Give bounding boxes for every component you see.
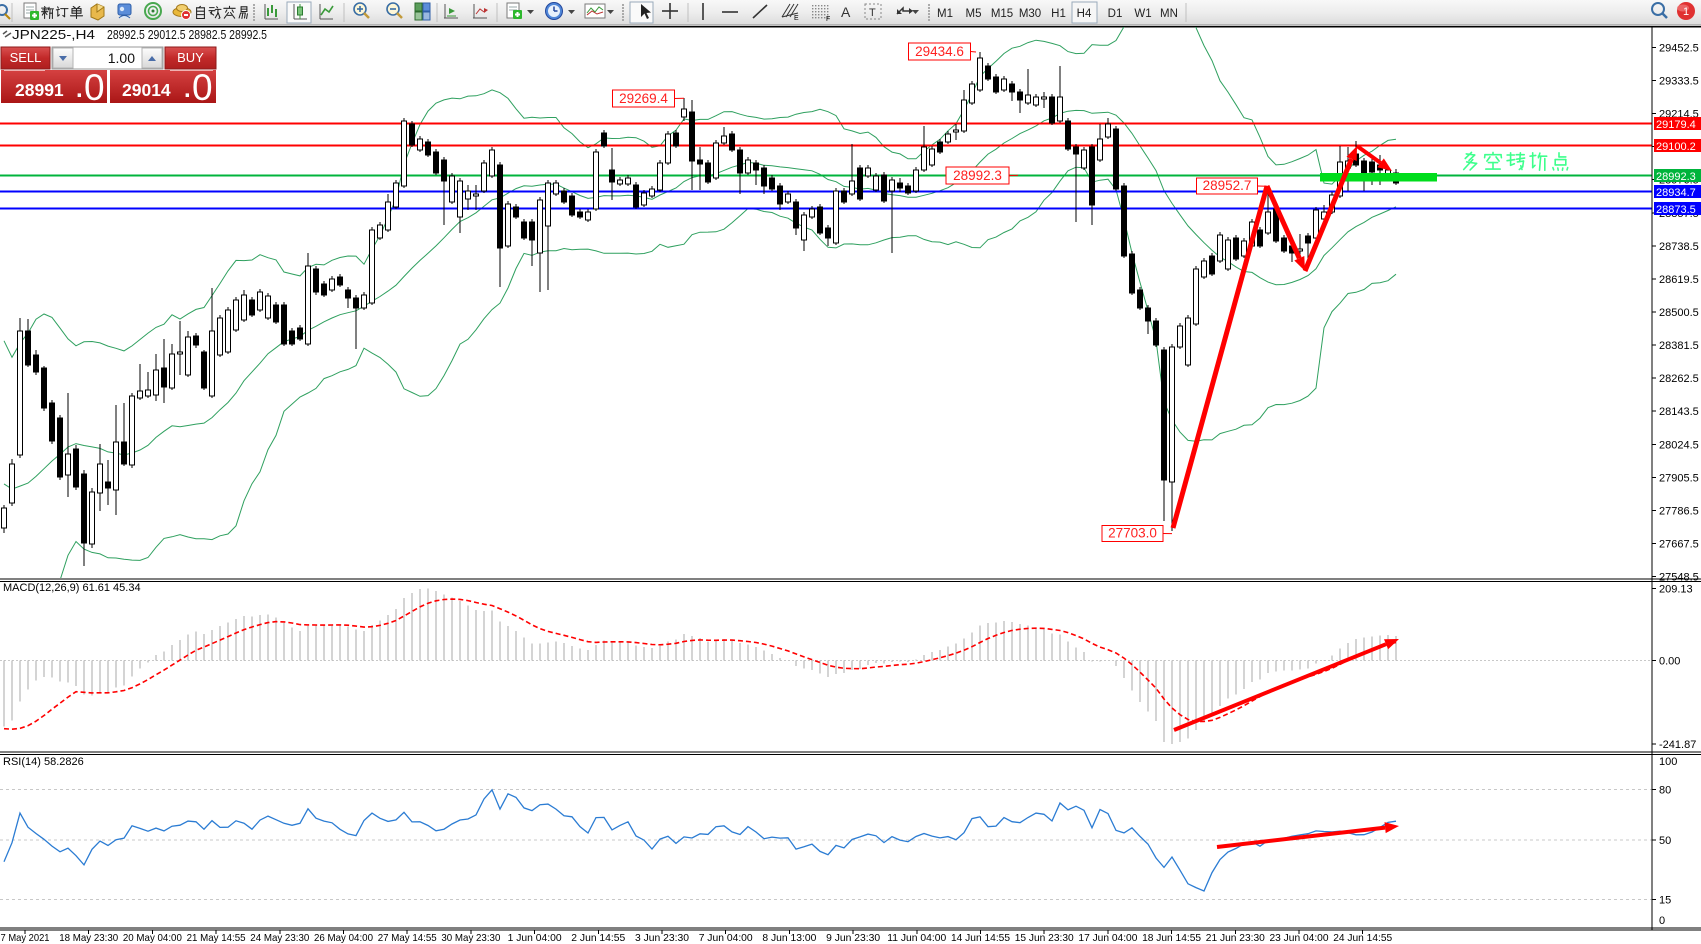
- svg-text:T: T: [869, 7, 876, 19]
- svg-text:18 Jun 14:55: 18 Jun 14:55: [1142, 932, 1201, 944]
- svg-text:27703.0: 27703.0: [1108, 526, 1157, 541]
- svg-text:24 Jun 14:55: 24 Jun 14:55: [1333, 932, 1392, 944]
- svg-text:27905.5: 27905.5: [1659, 472, 1699, 484]
- svg-text:9 Jun 23:30: 9 Jun 23:30: [826, 932, 880, 944]
- svg-text:28934.7: 28934.7: [1656, 187, 1696, 199]
- svg-text:28619.5: 28619.5: [1659, 274, 1699, 286]
- svg-text:27786.5: 27786.5: [1659, 505, 1699, 517]
- svg-text:14 Jun 14:55: 14 Jun 14:55: [951, 932, 1010, 944]
- svg-text:11 Jun 04:00: 11 Jun 04:00: [887, 932, 946, 944]
- svg-text:18 May 23:30: 18 May 23:30: [59, 932, 118, 944]
- svg-text:1: 1: [1683, 6, 1689, 18]
- svg-text:28738.5: 28738.5: [1659, 241, 1699, 253]
- svg-text:0.00: 0.00: [1659, 656, 1680, 668]
- svg-text:0: 0: [1659, 915, 1665, 927]
- svg-text:28262.5: 28262.5: [1659, 373, 1699, 385]
- svg-text:28992.3: 28992.3: [953, 168, 1002, 183]
- svg-text:A: A: [841, 4, 851, 20]
- svg-text:.: .: [76, 76, 83, 103]
- svg-text:29434.6: 29434.6: [915, 44, 964, 59]
- svg-text:27 May 14:55: 27 May 14:55: [378, 932, 437, 944]
- svg-text:15: 15: [1659, 894, 1671, 906]
- svg-text:50: 50: [1659, 835, 1671, 847]
- svg-text:28143.5: 28143.5: [1659, 406, 1699, 418]
- svg-text:8 Jun 13:00: 8 Jun 13:00: [762, 932, 816, 944]
- svg-text:80: 80: [1659, 785, 1671, 797]
- svg-text:H4: H4: [1077, 8, 1092, 20]
- svg-text:7 Jun 04:00: 7 Jun 04:00: [699, 932, 753, 944]
- svg-text:0: 0: [192, 67, 213, 108]
- svg-text:30 May 23:30: 30 May 23:30: [441, 932, 500, 944]
- svg-text:28500.5: 28500.5: [1659, 307, 1699, 319]
- svg-text:17 Jun 04:00: 17 Jun 04:00: [1078, 932, 1137, 944]
- svg-text:28873.5: 28873.5: [1656, 204, 1696, 216]
- svg-text:28992.3: 28992.3: [1656, 171, 1696, 183]
- svg-text:28952.7: 28952.7: [1203, 178, 1252, 193]
- svg-text:29179.4: 29179.4: [1656, 119, 1696, 131]
- svg-text:1 Jun 04:00: 1 Jun 04:00: [508, 932, 562, 944]
- svg-text:23 Jun 04:00: 23 Jun 04:00: [1270, 932, 1329, 944]
- svg-text:21 Jun 23:30: 21 Jun 23:30: [1206, 932, 1265, 944]
- svg-text:21 May 14:55: 21 May 14:55: [187, 932, 246, 944]
- svg-text:JPN225-,H4: JPN225-,H4: [12, 28, 95, 42]
- svg-text:29333.5: 29333.5: [1659, 76, 1699, 88]
- svg-text:28024.5: 28024.5: [1659, 439, 1699, 451]
- svg-text:209.13: 209.13: [1659, 584, 1693, 596]
- svg-text:27548.5: 27548.5: [1659, 572, 1699, 584]
- svg-text:26 May 04:00: 26 May 04:00: [314, 932, 373, 944]
- svg-text:29100.2: 29100.2: [1656, 141, 1696, 153]
- svg-text:29014: 29014: [122, 80, 171, 100]
- svg-text:.: .: [184, 76, 191, 103]
- svg-text:W1: W1: [1134, 8, 1151, 20]
- svg-text:-241.87: -241.87: [1659, 739, 1696, 751]
- svg-text:0: 0: [84, 67, 105, 108]
- svg-text:F: F: [826, 16, 830, 23]
- svg-text:BUY: BUY: [177, 50, 204, 65]
- svg-text:M15: M15: [991, 8, 1013, 20]
- svg-text:M5: M5: [966, 8, 982, 20]
- svg-text:24 May 23:30: 24 May 23:30: [250, 932, 309, 944]
- svg-text:D1: D1: [1108, 8, 1123, 20]
- svg-text:MN: MN: [1160, 8, 1178, 20]
- svg-text:29269.4: 29269.4: [619, 91, 668, 106]
- svg-text:E: E: [794, 15, 799, 22]
- svg-text:SELL: SELL: [10, 50, 42, 65]
- svg-text:28991: 28991: [15, 80, 64, 100]
- svg-text:15 Jun 23:30: 15 Jun 23:30: [1015, 932, 1074, 944]
- svg-text:3 Jun 23:30: 3 Jun 23:30: [635, 932, 689, 944]
- svg-text:M1: M1: [937, 8, 953, 20]
- svg-text:7 May 2021: 7 May 2021: [1, 932, 50, 944]
- svg-text:28992.5 29012.5 28982.5 28992.: 28992.5 29012.5 28982.5 28992.5: [107, 28, 267, 42]
- svg-text:100: 100: [1659, 756, 1677, 768]
- svg-text:M30: M30: [1019, 8, 1041, 20]
- svg-text:H1: H1: [1051, 8, 1066, 20]
- svg-text:1.00: 1.00: [108, 50, 135, 66]
- svg-text:2 Jun 14:55: 2 Jun 14:55: [571, 932, 625, 944]
- svg-text:29452.5: 29452.5: [1659, 42, 1699, 54]
- svg-text:20 May 04:00: 20 May 04:00: [123, 932, 182, 944]
- svg-text:27667.5: 27667.5: [1659, 539, 1699, 551]
- svg-text:MACD(12,26,9) 61.61 45.34: MACD(12,26,9) 61.61 45.34: [3, 582, 141, 594]
- svg-text:28381.5: 28381.5: [1659, 340, 1699, 352]
- svg-text:RSI(14) 58.2826: RSI(14) 58.2826: [3, 756, 84, 768]
